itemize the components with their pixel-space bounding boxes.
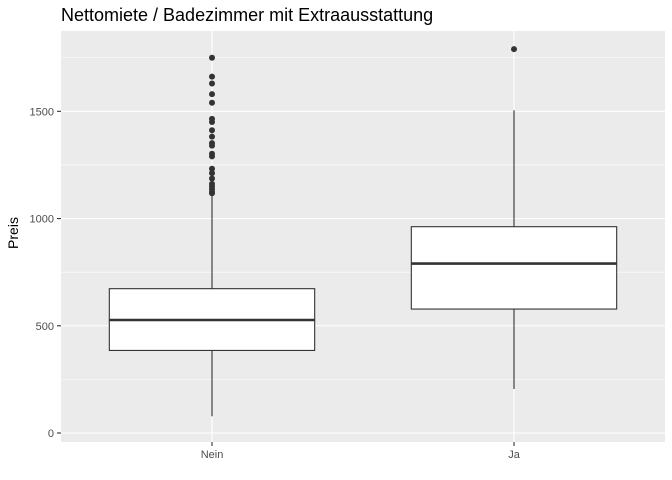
y-tick-label: 1500 (30, 106, 54, 118)
outlier-point (511, 46, 517, 53)
y-tick-label: 0 (48, 428, 54, 440)
outlier-point (209, 99, 215, 106)
boxes (108, 46, 618, 417)
box-nein (108, 54, 316, 417)
x-tick-label: Nein (201, 449, 224, 461)
outlier-point (209, 115, 215, 122)
outlier-point (209, 180, 215, 187)
outlier-point (209, 175, 215, 182)
x-axis: Nein Ja (201, 442, 521, 461)
y-axis: 0 500 1000 1500 (30, 106, 61, 440)
y-axis-title: Preis (5, 217, 21, 249)
box-iqr (410, 226, 618, 310)
outlier-point (209, 133, 215, 140)
outlier-point (209, 73, 215, 80)
outlier-point (209, 91, 215, 98)
outlier-point (209, 54, 215, 61)
grid-minor (61, 57, 665, 380)
y-tick-label: 1000 (30, 214, 54, 226)
box-ja (410, 46, 618, 390)
outlier-point (209, 170, 215, 177)
x-tick-label: Ja (508, 449, 521, 461)
outlier-point (209, 165, 215, 172)
outlier-point (209, 150, 215, 157)
outlier-point (209, 127, 215, 134)
y-tick-label: 500 (36, 321, 54, 333)
outlier-point (209, 140, 215, 147)
chart-title: Nettomiete / Badezimmer mit Extraausstat… (61, 5, 433, 25)
outlier-point (209, 80, 215, 87)
